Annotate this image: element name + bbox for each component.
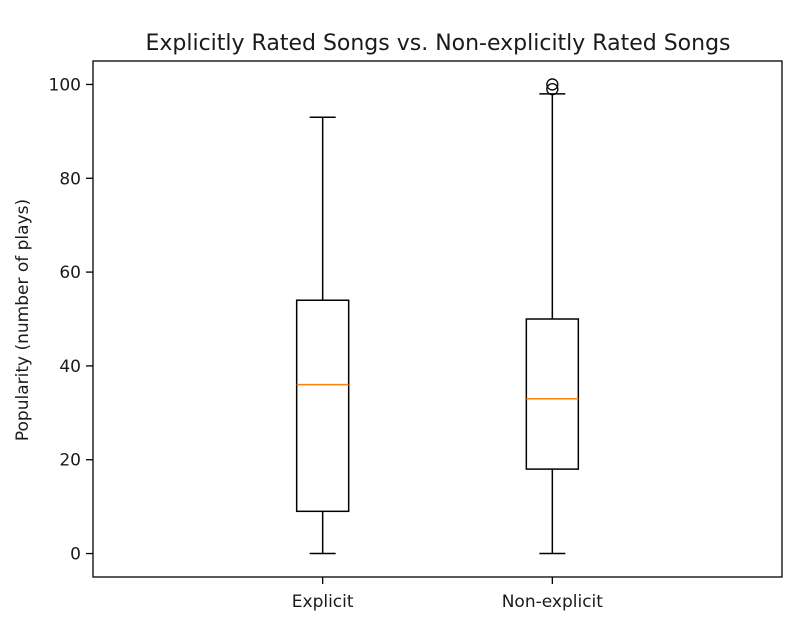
iqr-box — [525, 318, 580, 470]
x-tick-label: Non-explicit — [502, 592, 604, 612]
axes-frame — [92, 60, 783, 578]
plot-area: 0 20 40 60 80 100 Explicit Non-explicit — [49, 75, 604, 612]
y-axis-label: Popularity (number of plays) — [13, 199, 33, 441]
y-tick-label: 80 — [59, 169, 81, 189]
y-tick-label: 20 — [59, 451, 81, 471]
chart-title: Explicitly Rated Songs vs. Non-explicitl… — [145, 31, 730, 56]
outlier-point — [546, 82, 559, 96]
y-tick-label: 100 — [49, 75, 81, 95]
y-tick-label: 40 — [59, 357, 81, 377]
x-tick-label: Explicit — [292, 592, 354, 612]
y-tick-label: 60 — [59, 263, 81, 283]
outlier-point — [546, 78, 559, 91]
y-tick-label: 0 — [70, 545, 81, 565]
iqr-box — [295, 299, 350, 513]
